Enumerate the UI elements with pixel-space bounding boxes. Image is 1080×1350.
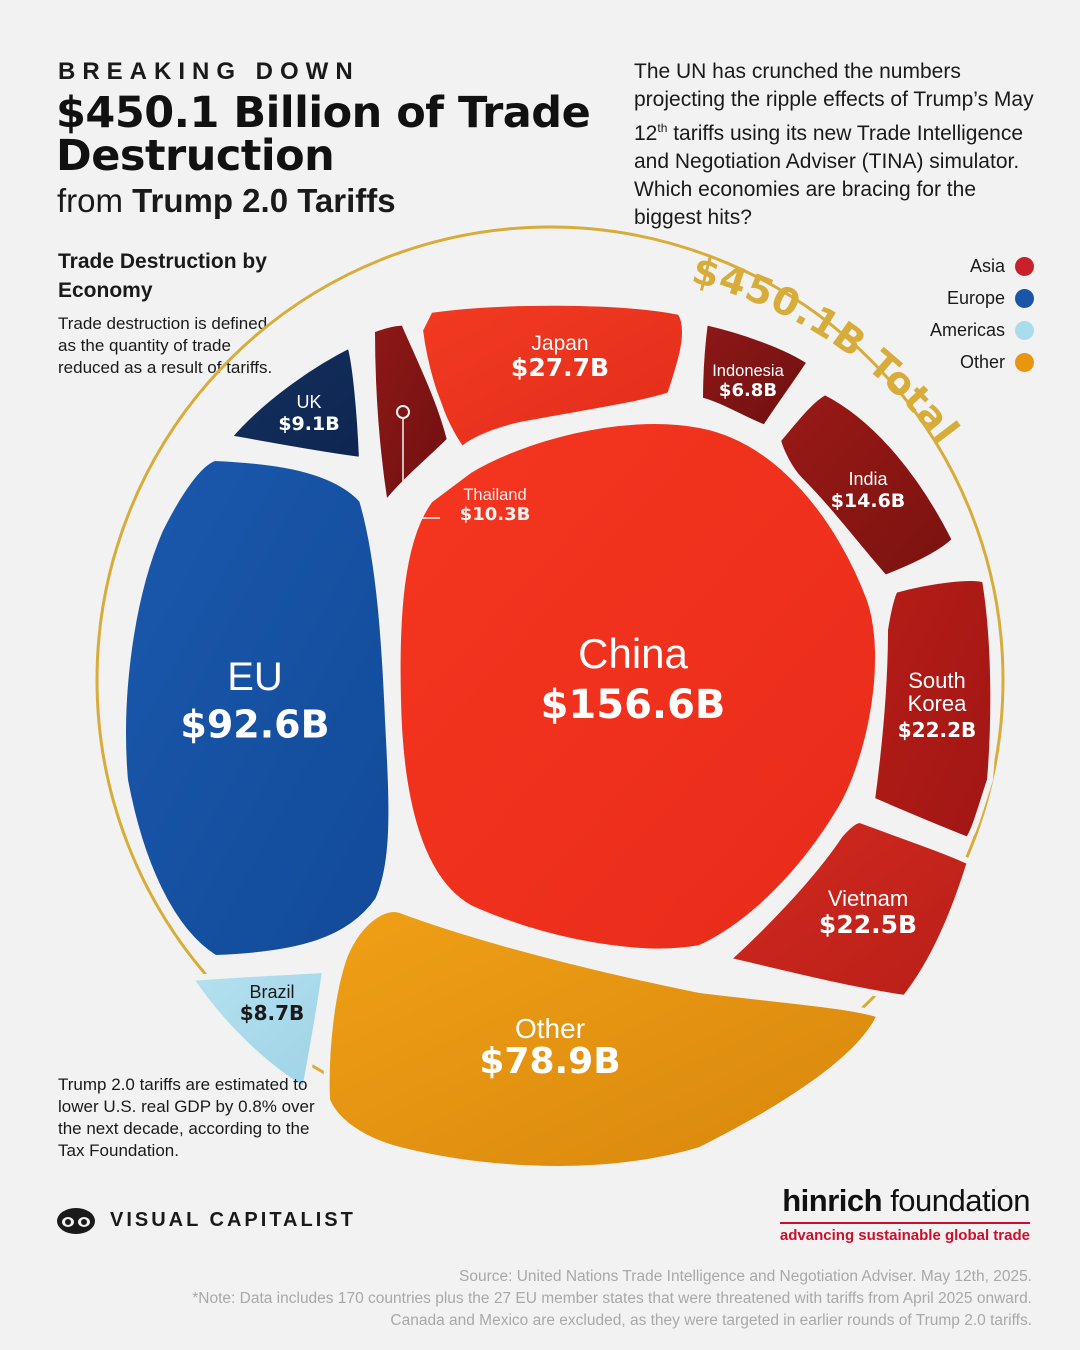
cell-vietnam bbox=[724, 817, 973, 1001]
cell-name-uk: UK bbox=[296, 392, 321, 412]
hinrich-tagline: advancing sustainable global trade bbox=[779, 1227, 1030, 1244]
legend-swatch bbox=[1015, 256, 1034, 276]
source-note: Source: United Nations Trade Intelligenc… bbox=[172, 1266, 1032, 1332]
cell-name-india: India bbox=[848, 469, 888, 489]
cell-indonesia bbox=[697, 319, 813, 431]
subtitle-strong: Trump 2.0 Tariffs bbox=[132, 182, 396, 219]
note-line: *Note: Data includes 170 countries plus … bbox=[192, 1290, 1032, 1329]
kicker: BREAKING DOWN bbox=[58, 58, 360, 85]
cell-value-india: $14.6B bbox=[831, 490, 906, 512]
cell-eu bbox=[120, 455, 395, 961]
legend-label: Other bbox=[959, 351, 1005, 372]
hinrich-logo: hinrich foundation advancing sustainable… bbox=[779, 1183, 1030, 1244]
cell-name-other: Other bbox=[515, 1013, 585, 1044]
cell-value-thailand: $10.3B bbox=[460, 504, 531, 525]
cell-value-vietnam: $22.5B bbox=[819, 910, 917, 939]
hinrich-bold: hinrich bbox=[782, 1183, 883, 1218]
cell-name-brazil: Brazil bbox=[249, 982, 294, 1002]
intro-text-1: The UN has crunched the numbers projecti… bbox=[634, 60, 1034, 145]
legend-item-europe: Europe bbox=[834, 282, 1034, 314]
cell-india bbox=[775, 389, 958, 581]
intro-sup: th bbox=[657, 121, 668, 135]
cell-thailand bbox=[369, 319, 453, 508]
page-title: $450.1 Billion of Trade Destruction bbox=[56, 88, 591, 181]
visual-capitalist-logo: VISUAL CAPITALIST bbox=[56, 1205, 356, 1235]
cell-value-brazil: $8.7B bbox=[240, 1001, 305, 1025]
cell-value-eu: $92.6B bbox=[180, 703, 329, 747]
cell-value-other: $78.9B bbox=[479, 1041, 620, 1082]
cell-name-eu: EU bbox=[227, 655, 283, 699]
cell-value-south-korea: $22.2B bbox=[898, 718, 977, 742]
legend-swatch bbox=[1015, 352, 1034, 372]
callout-line bbox=[402, 418, 440, 519]
hinrich-name: hinrich foundation bbox=[780, 1183, 1030, 1219]
legend-item-americas: Americas bbox=[834, 314, 1034, 346]
cell-other bbox=[323, 906, 883, 1172]
cell-name-indonesia: Indonesia bbox=[712, 362, 784, 380]
legend-swatch bbox=[1015, 288, 1034, 308]
cell-name-south-korea-1: Korea bbox=[908, 691, 967, 716]
cell-brazil bbox=[187, 967, 328, 1093]
cell-name-china: China bbox=[578, 630, 688, 677]
section-heading: Trade Destruction by Economy bbox=[58, 250, 267, 302]
legend-swatch bbox=[1015, 320, 1034, 340]
cell-name-vietnam: Vietnam bbox=[828, 886, 908, 911]
legend-item-other: Other bbox=[834, 346, 1034, 378]
subtitle-prefix: from bbox=[57, 182, 133, 219]
source-line: Source: United Nations Trade Intelligenc… bbox=[459, 1268, 1032, 1285]
cell-value-indonesia: $6.8B bbox=[719, 380, 777, 401]
hinrich-rule bbox=[779, 1222, 1030, 1224]
cell-value-china: $156.6B bbox=[541, 682, 726, 728]
intro-text: The UN has crunched the numbers projecti… bbox=[634, 58, 1044, 232]
legend-item-asia: Asia bbox=[834, 250, 1034, 282]
page-subtitle: from Trump 2.0 Tariffs bbox=[57, 182, 396, 220]
legend-label: Europe bbox=[946, 287, 1005, 308]
cell-south-korea bbox=[869, 575, 997, 843]
hinrich-light: foundation bbox=[882, 1183, 1030, 1218]
cell-name-japan: Japan bbox=[531, 332, 588, 355]
vc-name: VISUAL CAPITALIST bbox=[110, 1208, 356, 1231]
thailand-callout bbox=[396, 405, 440, 519]
legend: Asia Europe Americas Other bbox=[834, 250, 1034, 378]
intro-text-2: tariffs using its new Trade Intelligence… bbox=[634, 122, 1024, 229]
cell-uk bbox=[225, 342, 365, 463]
legend-label: Asia bbox=[969, 255, 1005, 276]
cell-china bbox=[394, 418, 882, 955]
cell-name-thailand: Thailand bbox=[463, 486, 526, 504]
cell-name-south-korea-0: South bbox=[908, 668, 966, 693]
legend-label: Americas bbox=[929, 319, 1005, 340]
cell-value-uk: $9.1B bbox=[278, 413, 339, 435]
gdp-note: Trump 2.0 tariffs are estimated to lower… bbox=[58, 1075, 315, 1160]
vc-mask-icon bbox=[57, 1208, 95, 1234]
section-description: Trade destruction is defined as the quan… bbox=[58, 314, 273, 377]
cell-value-japan: $27.7B bbox=[511, 353, 609, 382]
